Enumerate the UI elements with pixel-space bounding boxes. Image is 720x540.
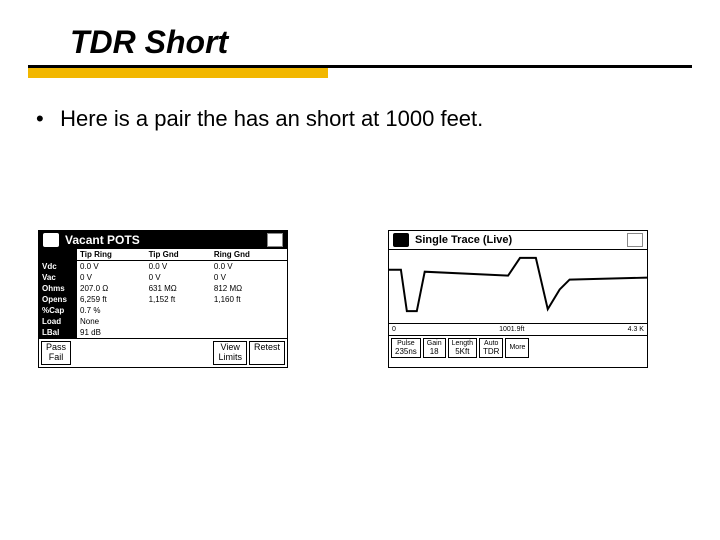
table-cell: %Cap: [39, 305, 77, 316]
limits-label: Limits: [218, 353, 242, 363]
right-panel-menu-icon: [627, 233, 643, 247]
title-accent-bar: [28, 68, 328, 78]
table-row: Ohms207.0 Ω631 MΩ812 MΩ: [39, 283, 287, 294]
right-panel-title: Single Trace (Live): [415, 234, 512, 246]
table-cell: None: [77, 316, 146, 327]
trace-x-axis: 0 1001.9ft 4.3 K: [389, 323, 647, 335]
table-cell: 0 V: [146, 272, 211, 283]
table-cell: [211, 316, 287, 327]
table-row: LBal91 dB: [39, 327, 287, 338]
axis-left: 0: [392, 326, 396, 333]
table-row: Opens6,259 ft1,152 ft1,160 ft: [39, 294, 287, 305]
view-limits-button[interactable]: View Limits: [213, 341, 247, 365]
table-cell: [146, 327, 211, 338]
table-cell: 812 MΩ: [211, 283, 287, 294]
table-cell: Ohms: [39, 283, 77, 294]
bullet-text: • Here is a pair the has an short at 100…: [0, 78, 720, 132]
pass-fail-button[interactable]: Pass Fail: [41, 341, 71, 365]
table-cell: 0 V: [211, 272, 287, 283]
button-value: 5Kft: [452, 348, 473, 357]
auto-badge-icon: [43, 233, 59, 247]
table-cell: [146, 316, 211, 327]
left-panel-menu-icon: [267, 233, 283, 247]
table-row: Vac0 V0 V0 V: [39, 272, 287, 283]
left-panel-title: Vacant POTS: [65, 233, 140, 247]
table-cell: 0 V: [77, 272, 146, 283]
vacant-pots-panel: Vacant POTS Tip RingTip GndRing Gnd Vdc0…: [38, 230, 288, 368]
fail-label: Fail: [46, 353, 66, 363]
left-panel-titlebar: Vacant POTS: [39, 231, 287, 249]
table-cell: 0.7 %: [77, 305, 146, 316]
tdr-badge-icon: [393, 233, 409, 247]
button-value: 235ns: [395, 348, 417, 357]
table-cell: Vdc: [39, 261, 77, 273]
table-header: Tip Ring: [77, 249, 146, 261]
auto-button[interactable]: AutoTDR: [479, 338, 503, 358]
table-cell: 1,160 ft: [211, 294, 287, 305]
table-header: Tip Gnd: [146, 249, 211, 261]
gain-button[interactable]: Gain18: [423, 338, 446, 358]
table-row: Vdc0.0 V0.0 V0.0 V: [39, 261, 287, 273]
bullet-content: Here is a pair the has an short at 1000 …: [60, 106, 483, 131]
length-button[interactable]: Length5Kft: [448, 338, 477, 358]
table-cell: [211, 305, 287, 316]
table-cell: 1,152 ft: [146, 294, 211, 305]
table-row: LoadNone: [39, 316, 287, 327]
table-cell: 91 dB: [77, 327, 146, 338]
button-label: More: [509, 344, 525, 352]
right-panel-titlebar: Single Trace (Live): [389, 231, 647, 250]
table-cell: 207.0 Ω: [77, 283, 146, 294]
panel-row: Vacant POTS Tip RingTip GndRing Gnd Vdc0…: [38, 230, 648, 368]
left-panel-button-row: Pass Fail View Limits Retest: [39, 338, 287, 367]
table-row: %Cap0.7 %: [39, 305, 287, 316]
table-cell: 0.0 V: [211, 261, 287, 273]
table-cell: LBal: [39, 327, 77, 338]
axis-mid: 1001.9ft: [499, 326, 524, 333]
table-header: [39, 249, 77, 261]
trace-svg: [389, 250, 647, 323]
tdr-trace-panel: Single Trace (Live) 0 1001.9ft 4.3 K Pul…: [388, 230, 648, 368]
table-cell: Load: [39, 316, 77, 327]
table-cell: 0.0 V: [77, 261, 146, 273]
table-header: Ring Gnd: [211, 249, 287, 261]
table-cell: Vac: [39, 272, 77, 283]
title-rule: [28, 65, 692, 68]
more-button[interactable]: More: [505, 338, 529, 358]
trace-plot: 0 1001.9ft 4.3 K: [389, 250, 647, 336]
pulse-button[interactable]: Pulse235ns: [391, 338, 421, 358]
retest-button[interactable]: Retest: [249, 341, 285, 365]
slide-title: TDR Short: [0, 0, 720, 65]
right-panel-button-row: Pulse235nsGain18Length5KftAutoTDR More: [389, 336, 647, 360]
table-cell: 0.0 V: [146, 261, 211, 273]
table-cell: 631 MΩ: [146, 283, 211, 294]
table-cell: [146, 305, 211, 316]
table-cell: [211, 327, 287, 338]
bullet-icon: •: [36, 106, 54, 132]
table-cell: 6,259 ft: [77, 294, 146, 305]
measurements-table: Tip RingTip GndRing Gnd Vdc0.0 V0.0 V0.0…: [39, 249, 287, 338]
trace-line: [389, 258, 647, 311]
axis-right: 4.3 K: [628, 326, 644, 333]
table-cell: Opens: [39, 294, 77, 305]
button-value: 18: [427, 348, 442, 357]
button-value: TDR: [483, 348, 499, 357]
